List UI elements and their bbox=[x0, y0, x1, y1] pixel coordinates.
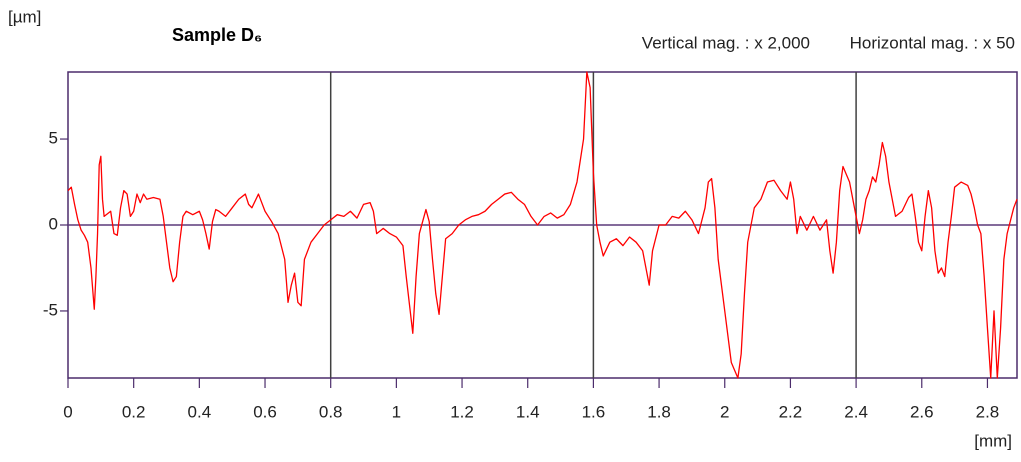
x-tick-label: 2.8 bbox=[976, 402, 1000, 421]
chart-title: Sample D₆ bbox=[172, 25, 262, 45]
annotation: Vertical mag. : x 2,000 bbox=[642, 33, 810, 52]
x-tick-label: 1.2 bbox=[450, 402, 474, 421]
x-tick-label: 0.8 bbox=[319, 402, 343, 421]
x-tick-label: 2 bbox=[720, 402, 729, 421]
profile-line bbox=[67, 71, 1018, 379]
x-tick-label: 0.6 bbox=[253, 402, 277, 421]
x-tick-label: 0.4 bbox=[188, 402, 212, 421]
x-unit: [mm] bbox=[974, 431, 1012, 450]
x-tick-label: 2.6 bbox=[910, 402, 934, 421]
y-tick-label: -5 bbox=[43, 300, 58, 319]
x-tick-label: 2.2 bbox=[779, 402, 803, 421]
x-tick-label: 1.8 bbox=[647, 402, 671, 421]
x-tick-label: 2.4 bbox=[844, 402, 868, 421]
x-tick-label: 0 bbox=[63, 402, 72, 421]
y-unit: [µm] bbox=[8, 7, 41, 26]
y-tick-label: 0 bbox=[49, 214, 58, 233]
annotation: Horizontal mag. : x 50 bbox=[850, 33, 1015, 52]
x-tick-label: 1.6 bbox=[582, 402, 606, 421]
x-tick-label: 1 bbox=[392, 402, 401, 421]
x-tick-label: 1.4 bbox=[516, 402, 540, 421]
x-tick-label: 0.2 bbox=[122, 402, 146, 421]
y-tick-label: 5 bbox=[49, 129, 58, 148]
